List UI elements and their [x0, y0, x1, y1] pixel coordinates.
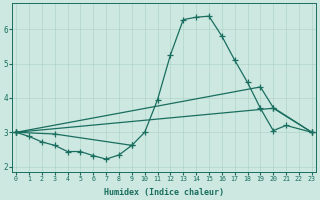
X-axis label: Humidex (Indice chaleur): Humidex (Indice chaleur): [104, 188, 224, 197]
